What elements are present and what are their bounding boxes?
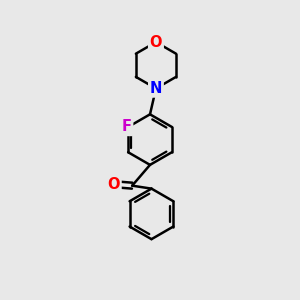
Text: F: F (122, 119, 132, 134)
Text: O: O (107, 177, 120, 192)
Text: N: N (150, 81, 162, 96)
Text: O: O (150, 34, 162, 50)
